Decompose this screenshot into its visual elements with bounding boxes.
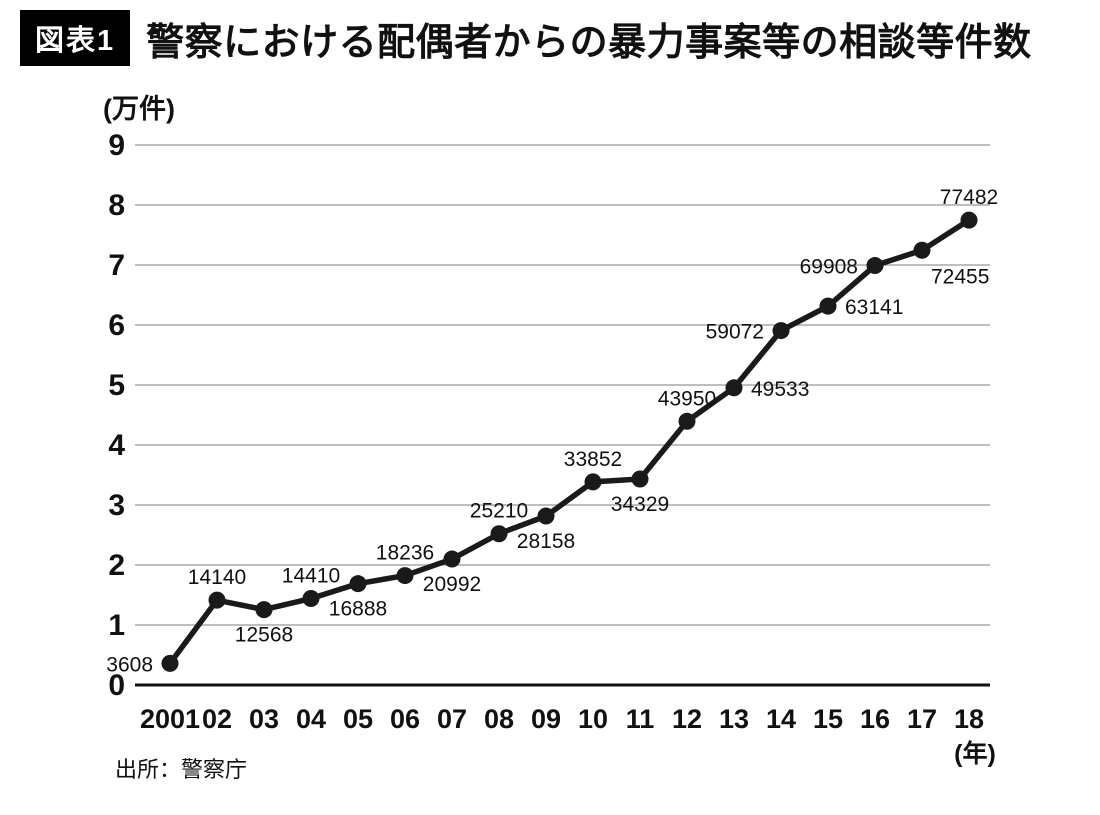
y-tick-label: 3: [108, 489, 125, 522]
data-point: [631, 470, 649, 488]
y-tick-label: 2: [108, 549, 125, 582]
y-tick-label: 8: [108, 189, 125, 222]
y-tick-label: 7: [108, 249, 125, 282]
chart-title: 警察における配偶者からの暴力事案等の相談等件数: [146, 21, 1032, 64]
x-tick-label: 13: [719, 704, 749, 734]
figure-number-badge: 図表1: [20, 10, 131, 66]
data-label: 69908: [800, 256, 858, 279]
data-line: [167, 217, 972, 667]
data-label: 12568: [235, 624, 293, 647]
y-tick-label: 5: [108, 369, 125, 402]
x-tick-label: 12: [672, 704, 702, 734]
x-tick-label: 08: [484, 704, 514, 734]
data-label: 77482: [940, 186, 998, 209]
x-tick-label: 14: [766, 704, 796, 734]
data-label: 18236: [376, 542, 434, 565]
x-tick-label: 2001: [140, 704, 200, 734]
data-label: 28158: [517, 530, 575, 553]
data-point: [819, 297, 837, 315]
data-point: [208, 591, 226, 609]
data-point: [255, 601, 273, 619]
data-label: 25210: [470, 500, 528, 523]
data-point: [772, 322, 790, 340]
data-point: [866, 257, 884, 275]
data-label: 72455: [931, 265, 989, 288]
x-axis-unit-label: (年): [954, 739, 996, 768]
data-point: [725, 379, 743, 397]
x-tick-label: 09: [531, 704, 561, 734]
x-tick-label: 15: [813, 704, 843, 734]
chart-container: (万件) 0 1 2 3 4 5 6 7 8 9 2001 02 03 04 05 06 07 08 09 10 11 12…: [0, 80, 1100, 780]
data-point: [960, 211, 978, 229]
x-tick-label: 04: [296, 704, 326, 734]
figure-header: 図表1 警察における配偶者からの暴力事案等の相談等件数: [20, 10, 1032, 66]
x-tick-label: 07: [437, 704, 467, 734]
x-tick-label: 16: [860, 704, 890, 734]
x-tick-label: 05: [343, 704, 373, 734]
data-label: 43950: [658, 387, 716, 410]
source-note: 出所：警察庁: [115, 757, 248, 782]
data-point: [349, 575, 367, 593]
data-label: 49533: [751, 378, 809, 401]
data-point: [490, 525, 508, 543]
x-tick-label: 02: [202, 704, 232, 734]
data-point: [913, 241, 931, 259]
x-tick-label: 18: [954, 704, 984, 734]
y-tick-label: 6: [108, 309, 125, 342]
y-axis-unit-label: (万件): [103, 94, 175, 124]
data-label: 20992: [423, 573, 481, 596]
data-label: 16888: [329, 598, 387, 621]
data-label: 14140: [188, 566, 246, 589]
x-tick-label: 17: [907, 704, 937, 734]
y-tick-label: 4: [108, 429, 125, 462]
data-label: 34329: [611, 493, 669, 516]
data-point: [678, 412, 696, 430]
x-tick-label: 11: [626, 704, 655, 734]
data-point: [443, 550, 461, 568]
x-tick-label: 10: [578, 704, 608, 734]
data-label: 63141: [845, 296, 903, 319]
data-point: [537, 507, 555, 525]
data-label: 59072: [706, 321, 764, 344]
data-label: 3608: [106, 653, 153, 676]
x-tick-label: 06: [390, 704, 420, 734]
data-point: [584, 473, 602, 491]
data-point: [161, 654, 179, 672]
data-label: 14410: [282, 565, 340, 588]
y-tick-label: 0: [108, 669, 125, 702]
x-tick-label: 03: [249, 704, 279, 734]
y-tick-label: 9: [108, 129, 125, 162]
data-point: [302, 590, 320, 608]
data-label: 33852: [564, 448, 622, 471]
data-point: [396, 567, 414, 585]
y-tick-label: 1: [108, 609, 125, 642]
